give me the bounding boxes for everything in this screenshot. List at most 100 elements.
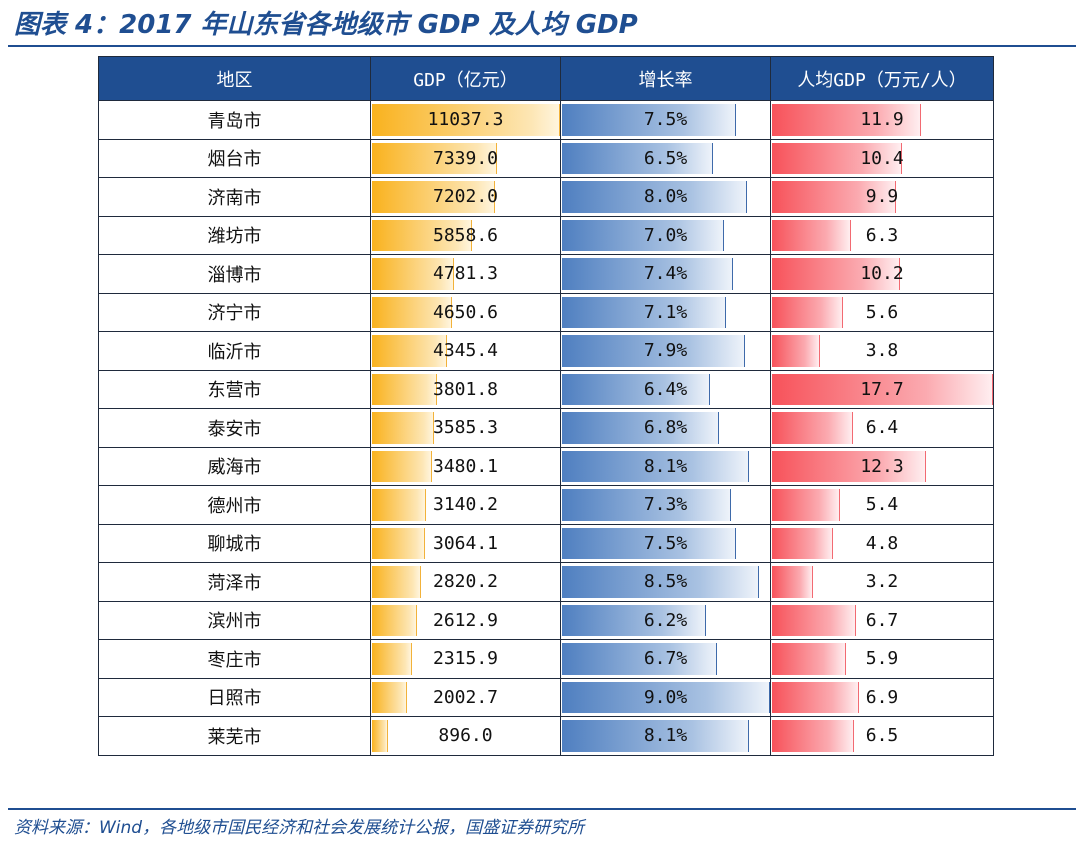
source-note: 资料来源：Wind，各地级市国民经济和社会发展统计公报，国盛证券研究所: [14, 818, 585, 838]
per-capita-cell: 6.9: [770, 677, 994, 717]
per-capita-cell: 12.3: [770, 446, 994, 486]
growth-bar: [562, 720, 750, 752]
gdp-cell: 4650.6: [370, 292, 561, 332]
per-capita-cell: 3.2: [770, 562, 994, 602]
growth-bar: [562, 643, 718, 675]
growth-cell: 6.5%: [560, 138, 771, 178]
per-capita-bar: [772, 450, 926, 482]
growth-value: 6.5%: [643, 147, 688, 169]
per-capita-cell: 5.4: [770, 485, 994, 525]
gdp-bar: [372, 258, 454, 290]
growth-cell: 8.0%: [560, 177, 771, 217]
growth-bar: [562, 566, 759, 598]
table-row: 日照市 2002.7 9.0% 6.9: [98, 677, 994, 717]
city-cell: 烟台市: [98, 138, 371, 178]
gdp-bar: [372, 104, 560, 136]
gdp-value: 3140.2: [432, 494, 499, 516]
gdp-bar: [372, 335, 447, 367]
per-capita-value: 5.4: [865, 494, 899, 516]
gdp-bar: [372, 643, 413, 675]
growth-bar: [562, 335, 745, 367]
gdp-bar: [372, 181, 496, 213]
gdp-cell: 3480.1: [370, 446, 561, 486]
table-row: 东营市 3801.8 6.4% 17.7: [98, 369, 994, 409]
growth-value: 7.5%: [643, 109, 688, 131]
gdp-bar: [372, 219, 473, 251]
gdp-value: 4345.4: [432, 340, 499, 362]
gdp-bar: [372, 527, 425, 559]
gdp-cell: 896.0: [370, 716, 561, 756]
growth-value: 6.8%: [643, 417, 688, 439]
growth-value: 9.0%: [643, 686, 688, 708]
per-capita-bar: [772, 720, 854, 752]
per-capita-cell: 4.8: [770, 523, 994, 563]
table-row: 烟台市 7339.0 6.5% 10.4: [98, 138, 994, 178]
gdp-value: 2820.2: [432, 571, 499, 593]
growth-value: 7.3%: [643, 494, 688, 516]
gdp-value: 4781.3: [432, 263, 499, 285]
per-capita-bar: [772, 373, 993, 405]
header-gdp: GDP（亿元）: [370, 56, 561, 101]
gdp-value: 11037.3: [427, 109, 504, 131]
per-capita-cell: 10.4: [770, 138, 994, 178]
table-row: 泰安市 3585.3 6.8% 6.4: [98, 408, 994, 448]
gdp-bar: [372, 566, 421, 598]
table-row: 威海市 3480.1 8.1% 12.3: [98, 446, 994, 486]
growth-cell: 6.4%: [560, 369, 771, 409]
city-cell: 菏泽市: [98, 562, 371, 602]
per-capita-value: 6.9: [865, 686, 899, 708]
table-row: 枣庄市 2315.9 6.7% 5.9: [98, 639, 994, 679]
city-cell: 莱芜市: [98, 716, 371, 756]
gdp-cell: 7202.0: [370, 177, 561, 217]
growth-cell: 9.0%: [560, 677, 771, 717]
growth-cell: 7.9%: [560, 331, 771, 371]
city-value: 菏泽市: [207, 572, 262, 594]
per-capita-value: 6.4: [865, 417, 899, 439]
per-capita-cell: 3.8: [770, 331, 994, 371]
per-capita-bar: [772, 412, 853, 444]
gdp-bar: [372, 296, 452, 328]
growth-cell: 6.7%: [560, 639, 771, 679]
per-capita-bar: [772, 681, 859, 713]
table-body: 青岛市 11037.3 7.5% 11.9 烟台市 7339.0 6.5% 10.4 济南市 72…: [98, 100, 994, 756]
gdp-cell: 3064.1: [370, 523, 561, 563]
gdp-cell: 2612.9: [370, 600, 561, 640]
gdp-cell: 4345.4: [370, 331, 561, 371]
gdp-cell: 2315.9: [370, 639, 561, 679]
city-value: 淄博市: [207, 264, 262, 286]
growth-cell: 7.3%: [560, 485, 771, 525]
gdp-value: 3064.1: [432, 532, 499, 554]
growth-bar: [562, 450, 750, 482]
city-cell: 枣庄市: [98, 639, 371, 679]
gdp-value: 2002.7: [432, 686, 499, 708]
city-cell: 济南市: [98, 177, 371, 217]
per-capita-cell: 10.2: [770, 254, 994, 294]
per-capita-value: 17.7: [860, 378, 904, 400]
growth-cell: 6.8%: [560, 408, 771, 448]
per-capita-cell: 9.9: [770, 177, 994, 217]
growth-value: 8.5%: [643, 571, 688, 593]
growth-bar: [562, 527, 736, 559]
city-value: 日照市: [207, 688, 262, 710]
growth-bar: [562, 604, 706, 636]
header-per-capita: 人均GDP（万元/人）: [770, 56, 994, 101]
per-capita-value: 9.9: [865, 186, 899, 208]
header-growth: 增长率: [560, 56, 771, 101]
growth-value: 6.7%: [643, 648, 688, 670]
city-cell: 日照市: [98, 677, 371, 717]
gdp-value: 2612.9: [432, 609, 499, 631]
gdp-bar: [372, 720, 389, 752]
per-capita-bar: [772, 181, 897, 213]
gdp-cell: 11037.3: [370, 100, 561, 140]
city-cell: 青岛市: [98, 100, 371, 140]
per-capita-bar: [772, 219, 852, 251]
gdp-table: 地区 GDP（亿元） 增长率 人均GDP（万元/人） 青岛市 11037.3 7.5…: [98, 56, 994, 756]
growth-bar: [562, 373, 711, 405]
growth-cell: 8.5%: [560, 562, 771, 602]
growth-bar: [562, 681, 770, 713]
table-row: 青岛市 11037.3 7.5% 11.9: [98, 100, 994, 140]
header-region: 地区: [98, 56, 371, 101]
table-row: 济南市 7202.0 8.0% 9.9: [98, 177, 994, 217]
city-value: 德州市: [207, 495, 262, 517]
growth-value: 8.1%: [643, 725, 688, 747]
